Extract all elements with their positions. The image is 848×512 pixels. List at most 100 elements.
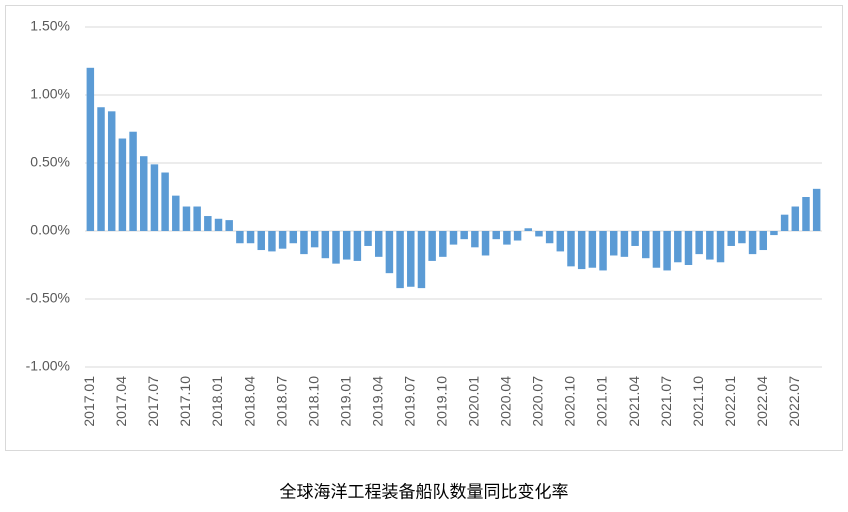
- bar: [246, 231, 255, 244]
- bar: [706, 231, 714, 260]
- bar: [759, 231, 767, 251]
- y-tick-label: 1.00%: [30, 86, 70, 102]
- bar: [545, 231, 554, 244]
- bar: [107, 111, 116, 231]
- bar: [214, 218, 223, 231]
- bar: [161, 172, 169, 231]
- bar: [588, 231, 597, 268]
- bar: [97, 107, 105, 231]
- bar: [140, 156, 148, 231]
- bar: [129, 131, 137, 231]
- bar: [150, 164, 159, 231]
- bar: [353, 231, 362, 261]
- bar: [556, 231, 565, 252]
- x-tick-label: 2021.01: [594, 376, 610, 427]
- x-tick-label: 2022.04: [754, 376, 770, 427]
- bar: [620, 231, 629, 257]
- bar: [193, 206, 201, 231]
- bar: [471, 231, 479, 248]
- bar: [310, 231, 319, 248]
- x-tick-label: 2021.07: [658, 376, 674, 427]
- bar: [716, 231, 725, 263]
- x-tick-label: 2019.07: [401, 376, 417, 427]
- bar: [535, 231, 543, 237]
- bar: [802, 197, 810, 231]
- bar: [385, 231, 394, 274]
- bar: [577, 231, 586, 270]
- bar: [460, 231, 468, 240]
- x-tick-label: 2022.01: [722, 376, 738, 427]
- x-tick-label: 2017.10: [177, 376, 193, 427]
- bar: [225, 220, 233, 231]
- bar: [118, 138, 127, 231]
- bar: [748, 231, 757, 255]
- bar: [407, 231, 415, 287]
- bar: [609, 231, 618, 256]
- bar: [278, 231, 287, 249]
- bar: [791, 206, 800, 231]
- bar: [674, 231, 682, 263]
- bar: [396, 231, 404, 289]
- bar: [321, 231, 330, 259]
- y-tick-label: 1.50%: [30, 18, 70, 34]
- bar: [236, 231, 244, 244]
- bar: [652, 231, 661, 268]
- x-tick-label: 2021.04: [626, 376, 642, 427]
- bar: [727, 231, 735, 246]
- bar: [182, 206, 191, 231]
- x-tick-label: 2022.07: [786, 376, 802, 427]
- bar: [439, 231, 447, 257]
- bar: [289, 231, 298, 244]
- x-tick-label: 2018.01: [209, 376, 225, 427]
- x-tick-label: 2020.07: [530, 376, 546, 427]
- y-tick-label: 0.00%: [30, 222, 70, 238]
- bar: [364, 231, 372, 246]
- x-tick-label: 2019.10: [434, 376, 450, 427]
- x-tick-label: 2020.01: [466, 376, 482, 427]
- bar: [684, 231, 693, 265]
- bar: [428, 231, 436, 261]
- bar: [631, 231, 639, 246]
- bar: [663, 231, 671, 271]
- bar: [695, 231, 703, 255]
- bar: [780, 214, 789, 231]
- x-tick-label: 2017.04: [113, 376, 129, 427]
- bar: [332, 231, 340, 264]
- bar: [770, 231, 778, 236]
- bar: [300, 231, 308, 255]
- bar: [86, 67, 95, 231]
- bar: [812, 188, 821, 231]
- y-tick-label: -0.50%: [26, 290, 70, 306]
- bar: [374, 231, 383, 257]
- x-tick-label: 2019.01: [337, 376, 353, 427]
- bar: [268, 231, 276, 252]
- bar: [524, 228, 533, 231]
- bar: [204, 216, 212, 231]
- x-tick-label: 2018.04: [241, 376, 257, 427]
- bar: [342, 231, 351, 260]
- x-tick-label: 2020.10: [562, 376, 578, 427]
- bar: [417, 231, 426, 289]
- bar: [738, 231, 746, 244]
- y-tick-label: -1.00%: [26, 358, 70, 374]
- bar: [257, 231, 265, 251]
- bar: [481, 231, 490, 256]
- x-tick-label: 2021.10: [690, 376, 706, 427]
- bar: [567, 231, 575, 267]
- x-tick-label: 2018.10: [305, 376, 321, 427]
- chart-title: 全球海洋工程装备船队数量同比变化率: [280, 482, 569, 501]
- x-tick-label: 2018.07: [273, 376, 289, 427]
- x-tick-label: 2020.04: [498, 376, 514, 427]
- x-tick-label: 2017.07: [145, 376, 161, 427]
- y-tick-label: 0.50%: [30, 154, 70, 170]
- bar: [599, 231, 607, 271]
- bar: [492, 231, 500, 240]
- x-tick-label: 2019.04: [369, 376, 385, 427]
- x-tick-label: 2017.01: [81, 376, 97, 427]
- bar: [449, 231, 458, 245]
- bar: [172, 195, 180, 231]
- bar: [503, 231, 511, 245]
- bar: [642, 231, 650, 259]
- bar: [513, 231, 522, 241]
